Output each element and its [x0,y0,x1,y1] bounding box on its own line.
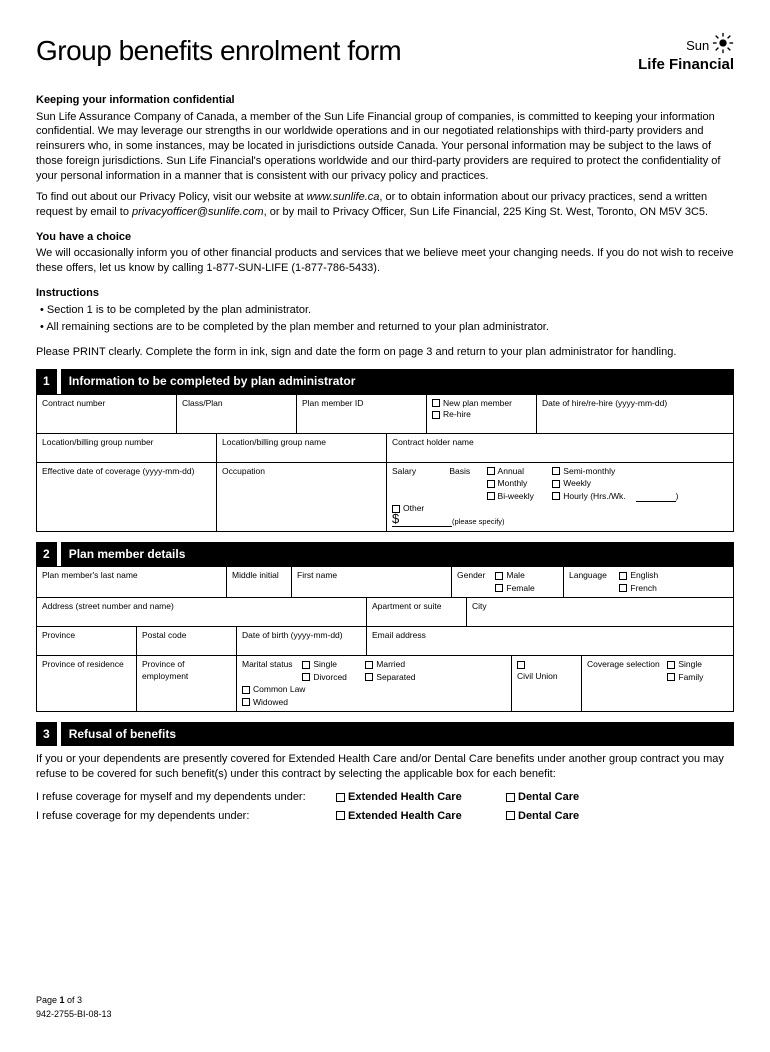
section-1-number: 1 [36,369,57,393]
section-1-header: 1 Information to be completed by plan ad… [36,369,734,393]
field-coverage: Coverage selection Single Family [582,656,733,711]
refusal-row-1: I refuse coverage for myself and my depe… [36,790,734,805]
checkbox-separated[interactable] [365,673,373,681]
field-salary-basis: Salary Basis Annual Monthly Bi-weekly Se… [387,463,733,531]
company-logo: Sun Life Financial [638,32,734,75]
checkbox-re-hire[interactable] [432,411,440,419]
checkbox-refuse-dep-dental[interactable] [506,811,515,820]
section-2-title: Plan member details [61,542,734,566]
field-prov-employment[interactable]: Province of employment [137,656,237,711]
other-input[interactable] [392,518,452,527]
field-postal[interactable]: Postal code [137,627,237,655]
checkbox-refuse-dep-ehc[interactable] [336,811,345,820]
field-email[interactable]: Email address [367,627,733,655]
field-city[interactable]: City [467,598,733,626]
checkbox-french[interactable] [619,584,627,592]
dollar-sign: $ [392,510,399,528]
checkbox-monthly[interactable] [487,480,495,488]
field-effective-date[interactable]: Effective date of coverage (yyyy-mm-dd) [37,463,217,531]
checkbox-annual[interactable] [487,467,495,475]
field-location-number[interactable]: Location/billing group number [37,434,217,462]
checkbox-refuse-self-ehc[interactable] [336,793,345,802]
para-confidential: Sun Life Assurance Company of Canada, a … [36,110,734,184]
heading-confidential: Keeping your information confidential [36,93,734,108]
section-2-number: 2 [36,542,57,566]
refusal-row-2: I refuse coverage for my dependents unde… [36,809,734,824]
field-class-plan[interactable]: Class/Plan [177,395,297,433]
field-province[interactable]: Province [37,627,137,655]
field-contract-number[interactable]: Contract number [37,395,177,433]
section-3-header: 3 Refusal of benefits [36,722,734,746]
checkbox-common-law[interactable] [242,686,250,694]
section-3-number: 3 [36,722,57,746]
link-email: privacyofficer@sunlife.com [132,206,264,218]
page-header: Group benefits enrolment form Sun Life F… [36,32,734,75]
field-date-hire[interactable]: Date of hire/re-hire (yyyy-mm-dd) [537,395,733,433]
print-instruction: Please PRINT clearly. Complete the form … [36,345,734,360]
field-occupation[interactable]: Occupation [217,463,387,531]
instructions-list: Section 1 is to be completed by the plan… [36,303,734,335]
para-privacy: To find out about our Privacy Policy, vi… [36,190,734,220]
logo-text-bottom: Life Financial [638,55,734,75]
field-dob[interactable]: Date of birth (yyyy-mm-dd) [237,627,367,655]
checkbox-single[interactable] [302,661,310,669]
page-title: Group benefits enrolment form [36,32,401,70]
instruction-1: Section 1 is to be completed by the plan… [40,303,734,318]
field-civil-union: Civil Union [512,656,582,711]
section-1-grid: Contract number Class/Plan Plan member I… [36,394,734,532]
section-3-title: Refusal of benefits [61,722,734,746]
link-sunlife: www.sunlife.ca [307,191,380,203]
checkbox-female[interactable] [495,584,503,592]
refusal-row-1-label: I refuse coverage for myself and my depe… [36,790,336,805]
heading-instructions: Instructions [36,286,734,301]
checkbox-widowed[interactable] [242,698,250,706]
section-2-grid: Plan member's last name Middle initial F… [36,566,734,712]
field-prov-residence[interactable]: Province of residence [37,656,137,711]
refusal-row-2-label: I refuse coverage for my dependents unde… [36,809,336,824]
refusal-lead-text: If you or your dependents are presently … [36,752,734,782]
field-member-type: New plan member Re-hire [427,395,537,433]
checkbox-new-plan-member[interactable] [432,399,440,407]
checkbox-english[interactable] [619,572,627,580]
checkbox-hourly[interactable] [552,492,560,500]
section-1-title: Information to be completed by plan admi… [61,369,734,393]
checkbox-male[interactable] [495,572,503,580]
field-middle-initial[interactable]: Middle initial [227,567,292,597]
field-gender: Gender Male Female [452,567,564,597]
intro-block: Keeping your information confidential Su… [36,93,734,360]
checkbox-weekly[interactable] [552,480,560,488]
field-address[interactable]: Address (street number and name) [37,598,367,626]
field-location-name[interactable]: Location/billing group name [217,434,387,462]
section-2-header: 2 Plan member details [36,542,734,566]
field-apt[interactable]: Apartment or suite [367,598,467,626]
checkbox-biweekly[interactable] [487,492,495,500]
page-footer: Page 1 of 3 942-2755-BI-08-13 [36,994,734,1020]
checkbox-cov-single[interactable] [667,661,675,669]
checkbox-civil-union[interactable] [517,661,525,669]
logo-text-top: Sun [686,38,709,53]
field-last-name[interactable]: Plan member's last name [37,567,227,597]
field-holder-name[interactable]: Contract holder name [387,434,733,462]
checkbox-refuse-self-dental[interactable] [506,793,515,802]
checkbox-cov-family[interactable] [667,673,675,681]
heading-choice: You have a choice [36,230,734,245]
field-language: Language English French [564,567,733,597]
checkbox-semimonthly[interactable] [552,467,560,475]
field-first-name[interactable]: First name [292,567,452,597]
page-number: Page 1 of 3 [36,994,734,1006]
field-plan-member-id[interactable]: Plan member ID [297,395,427,433]
sun-icon [712,32,734,54]
para-choice: We will occasionally inform you of other… [36,246,734,276]
form-code: 942-2755-BI-08-13 [36,1008,734,1020]
hourly-input[interactable] [636,493,676,502]
checkbox-divorced[interactable] [302,673,310,681]
checkbox-married[interactable] [365,661,373,669]
field-marital: Marital status Single Divorced Married S… [237,656,512,711]
instruction-2: All remaining sections are to be complet… [40,320,734,335]
